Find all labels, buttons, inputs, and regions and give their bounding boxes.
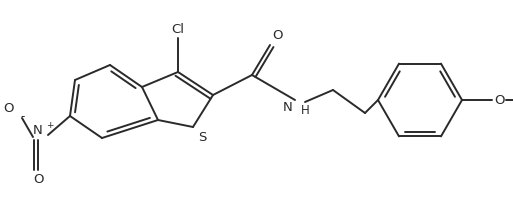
Text: O: O	[33, 173, 43, 186]
Text: -: -	[20, 110, 25, 123]
Text: O: O	[494, 94, 504, 107]
Text: N: N	[33, 124, 43, 137]
Text: +: +	[46, 121, 53, 130]
Text: N: N	[282, 101, 292, 114]
Text: H: H	[301, 104, 310, 117]
Text: O: O	[4, 102, 14, 115]
Text: O: O	[272, 29, 283, 42]
Text: Cl: Cl	[171, 23, 185, 36]
Text: S: S	[198, 131, 206, 144]
